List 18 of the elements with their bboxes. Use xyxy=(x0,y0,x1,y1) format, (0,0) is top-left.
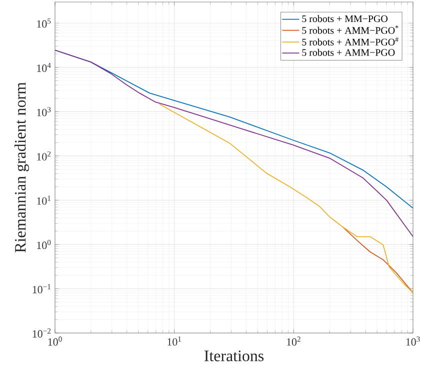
y-tick-label: 10$^{4}$ xyxy=(37,62,51,72)
x-tick-label: 10$^{0}$ xyxy=(48,336,62,346)
legend-label: 5 robots + AMM−PGO xyxy=(302,48,395,56)
y-tick-label: 10$^{0}$ xyxy=(37,240,51,250)
legend-label: 5 robots + MM−PGO xyxy=(302,15,388,22)
x-tick-label: 10$^{2}$ xyxy=(286,336,300,346)
y-tick-label: 10$^{3}$ xyxy=(37,107,51,116)
legend-label: 5 robots + AMM−PGO$^{#}$ xyxy=(302,37,398,46)
y-tick-label: 10$^{1}$ xyxy=(37,196,51,205)
x-tick-label: 10$^{3}$ xyxy=(406,336,420,346)
legend-label: 5 robots + AMM−PGO$^{*}$ xyxy=(302,26,398,34)
y-tick-label: 10$^{−1}$ xyxy=(32,284,51,294)
x-axis-title: Iterations xyxy=(204,350,264,362)
x-tick-label: 10$^{1}$ xyxy=(168,336,182,346)
y-axis-title: Riemannian gradient norm xyxy=(14,82,30,252)
y-tick-label: 10$^{−2}$ xyxy=(32,328,51,338)
y-tick-label: 10$^{5}$ xyxy=(37,18,51,28)
y-tick-label: 10$^{2}$ xyxy=(37,151,51,160)
